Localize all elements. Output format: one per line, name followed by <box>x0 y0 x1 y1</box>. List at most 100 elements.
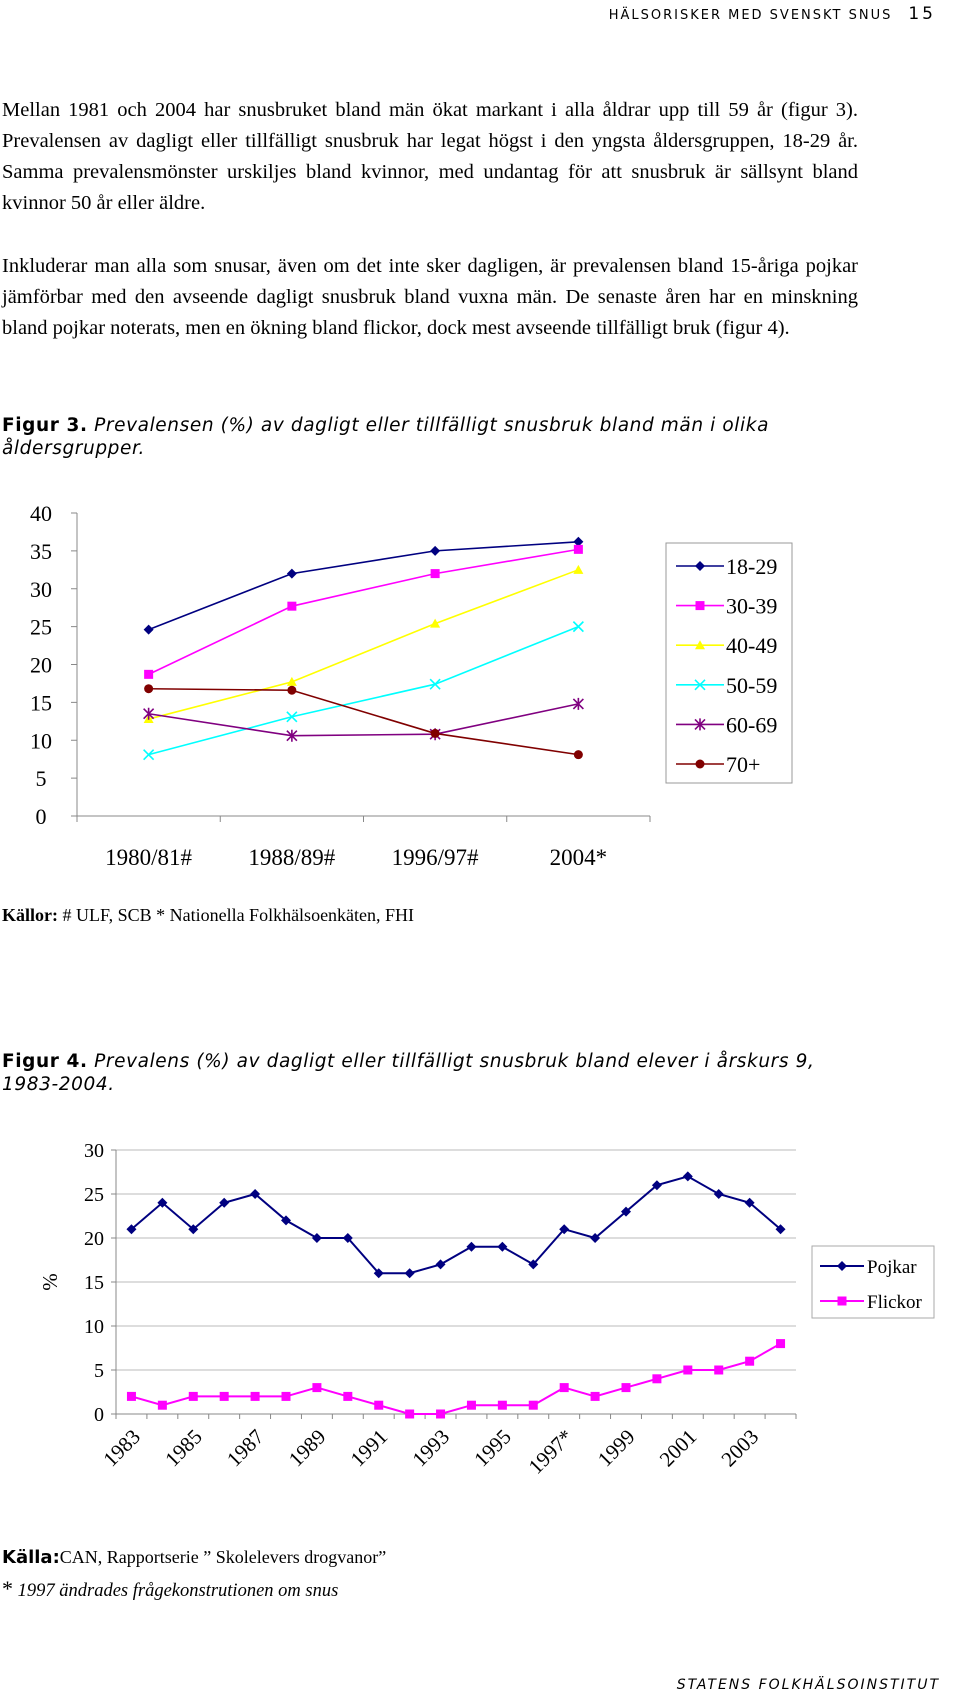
data-point-pojkar <box>342 1233 353 1243</box>
x-tick-label: 2001 <box>655 1425 702 1472</box>
data-point-pojkar <box>775 1224 786 1235</box>
data-point-pojkar <box>590 1233 601 1243</box>
y-tick-label: 40 <box>30 501 52 526</box>
data-point-18-29 <box>573 536 584 547</box>
data-point-flickor <box>157 1400 167 1410</box>
legend-marker-pojkar <box>837 1261 847 1271</box>
data-point-flickor <box>776 1339 786 1349</box>
figure-4-source-text: CAN, Rapportserie ” Skolelevers drogvano… <box>59 1547 387 1567</box>
data-point-pojkar <box>404 1268 415 1279</box>
figure-4-caption-label: Figur 4. <box>2 1051 88 1072</box>
figure-4-source: Källa:CAN, Rapportserie ” Skolelevers dr… <box>2 1547 386 1568</box>
legend-label-18-29: 18-29 <box>726 554 777 579</box>
data-point-pojkar <box>435 1259 446 1270</box>
legend-label-60-69: 60-69 <box>726 712 777 737</box>
legend-label-30-39: 30-39 <box>726 594 777 619</box>
data-point-flickor <box>374 1400 384 1410</box>
x-tick-label: 1989 <box>284 1425 331 1472</box>
figure-4-chart: 0 5 10 15 20 25 30% 1983 1985 1987 1989 1991 1993 199… <box>38 1140 935 1479</box>
y-tick-label: 0 <box>94 1404 104 1426</box>
data-point-pojkar <box>281 1215 291 1226</box>
y-tick-label: 20 <box>84 1228 104 1250</box>
x-tick-label: 1993 <box>407 1425 454 1472</box>
legend-marker-60-69 <box>694 718 706 731</box>
figure-4-source-label: Källa: <box>2 1547 60 1568</box>
data-point-pojkar <box>528 1259 539 1270</box>
data-point-70 <box>430 728 440 738</box>
x-tick-label: 1988/89# <box>248 845 335 870</box>
data-point-70 <box>144 684 154 694</box>
data-point-30-39 <box>573 544 583 554</box>
data-point-flickor <box>250 1391 260 1401</box>
legend-marker-18-29 <box>695 561 705 571</box>
data-point-50-59 <box>572 621 584 633</box>
data-point-flickor <box>436 1409 446 1419</box>
data-point-pojkar <box>373 1268 384 1279</box>
data-point-50-59 <box>286 711 298 723</box>
data-point-flickor <box>714 1365 724 1375</box>
y-tick-label: 30 <box>30 577 52 602</box>
figure-3-source: Källor: # ULF, SCB * Nationella Folkhäls… <box>2 905 414 926</box>
data-point-pojkar <box>651 1180 662 1191</box>
legend-label-flickor: Flickor <box>867 1292 923 1313</box>
data-point-30-39 <box>430 569 440 579</box>
y-tick-label: 20 <box>30 653 52 678</box>
data-point-flickor <box>312 1383 322 1393</box>
y-tick-label: 30 <box>84 1140 104 1162</box>
data-point-pojkar <box>621 1206 631 1217</box>
footnote-text: 1997 ändrades frågekonstrutionen om snus <box>17 1581 339 1601</box>
data-point-flickor <box>281 1391 291 1401</box>
series-line-40-49 <box>148 569 579 720</box>
data-point-30-39 <box>287 601 297 611</box>
y-tick-label: 15 <box>30 690 52 715</box>
legend-label-40-49: 40-49 <box>726 633 777 658</box>
legend-marker-30-39 <box>695 601 705 611</box>
series-line-pojkar <box>130 1175 782 1275</box>
data-point-flickor <box>652 1374 662 1384</box>
data-point-70 <box>287 685 297 695</box>
series-line-60-69 <box>148 703 579 737</box>
x-tick-label: 1999 <box>593 1425 640 1472</box>
legend-label-50-59: 50-59 <box>726 673 777 698</box>
legend-label-pojkar: Pojkar <box>867 1257 917 1278</box>
body-paragraph-2: Inkluderar man alla som snusar, även om … <box>2 254 858 339</box>
data-point-50-59 <box>143 749 155 761</box>
data-point-60-69 <box>286 729 298 742</box>
data-point-18-29 <box>430 545 441 556</box>
legend-marker-50-59 <box>694 679 706 691</box>
page-number: 15 <box>908 4 936 24</box>
y-tick-label: 25 <box>30 615 52 640</box>
legend-marker-40-49 <box>695 640 705 650</box>
y-tick-label: 25 <box>84 1184 104 1206</box>
figure-4-caption-text: Prevalens (%) av dagligt eller tillfälli… <box>2 1051 815 1095</box>
series-line-50-59 <box>148 625 579 756</box>
legend-box <box>665 542 793 784</box>
footnote-asterisk: * <box>2 1576 13 1601</box>
data-point-pojkar <box>126 1224 137 1235</box>
data-point-pojkar <box>250 1189 261 1199</box>
data-point-flickor <box>621 1383 631 1393</box>
data-point-flickor <box>405 1409 415 1419</box>
x-tick-label: 1985 <box>160 1425 207 1472</box>
y-tick-label: 5 <box>36 766 47 791</box>
legend-marker-70 <box>695 759 705 769</box>
figure-3-source-label: Källor: <box>2 905 58 925</box>
figure-3-caption: Figur 3. Prevalensen (%) av dagligt elle… <box>2 414 862 460</box>
legend-marker-flickor <box>837 1296 847 1306</box>
running-header-title: HÄLSORISKER MED SVENSKT SNUS <box>608 8 893 23</box>
x-tick-label: 1987 <box>222 1425 269 1472</box>
data-point-pojkar <box>744 1197 755 1208</box>
running-footer: STATENS FOLKHÄLSOINSTITUT <box>676 1677 940 1693</box>
y-tick-label: 10 <box>30 728 52 753</box>
data-point-pojkar <box>559 1224 570 1235</box>
x-tick-label: 2003 <box>717 1425 764 1472</box>
data-point-18-29 <box>143 624 154 635</box>
data-point-60-69 <box>572 697 584 710</box>
data-point-flickor <box>683 1365 693 1375</box>
data-point-flickor <box>126 1391 136 1401</box>
y-axis-label: % <box>38 1273 62 1291</box>
body-paragraph-1: Mellan 1981 och 2004 har snusbruket blan… <box>2 98 858 214</box>
figure-3-caption-text: Prevalensen (%) av dagligt eller tillfäl… <box>2 415 770 459</box>
legend-label-70: 70+ <box>726 752 760 777</box>
data-point-flickor <box>528 1400 538 1410</box>
